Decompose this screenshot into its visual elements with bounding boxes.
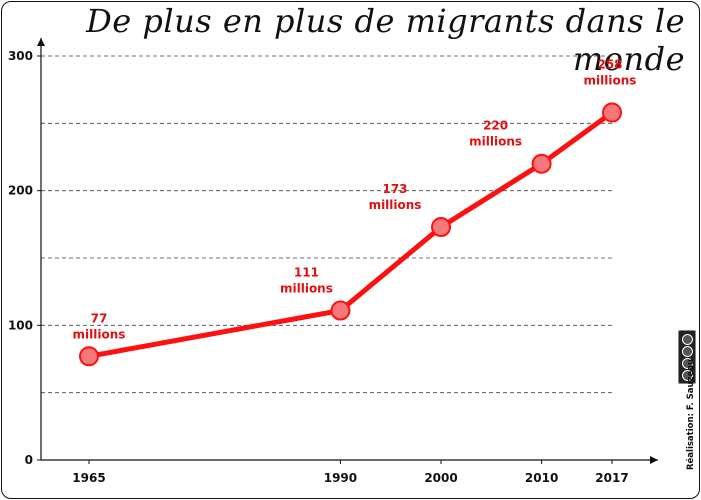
x-tick-label: 1965 xyxy=(72,471,105,485)
cc-icon xyxy=(682,334,693,345)
data-point xyxy=(531,153,552,174)
data-label-unit: millions xyxy=(280,282,333,296)
x-tick-label: 2010 xyxy=(525,471,558,485)
data-label-value: 220 xyxy=(483,119,508,133)
data-label-unit: millions xyxy=(469,135,522,149)
x-tick-label: 1990 xyxy=(324,471,357,485)
data-label-value: 111 xyxy=(294,266,319,280)
license-badge-icon xyxy=(678,330,696,384)
data-point xyxy=(602,102,622,123)
credit-text: Réalisation: F. Sauzeau xyxy=(686,358,696,470)
y-tick-label: 200 xyxy=(8,184,33,198)
data-point xyxy=(79,346,99,367)
x-tick-label: 2017 xyxy=(595,471,628,485)
data-label-unit: millions xyxy=(73,327,126,341)
data-label-unit: millions xyxy=(369,198,422,212)
x-axis-arrow-icon xyxy=(650,456,658,464)
series-line xyxy=(86,110,615,359)
data-label-value: 173 xyxy=(382,182,407,196)
by-icon xyxy=(682,346,693,357)
y-tick-label: 100 xyxy=(8,318,33,332)
y-axis-arrow-icon xyxy=(37,38,45,46)
sa-icon xyxy=(682,370,693,381)
data-label-unit: millions xyxy=(584,74,637,88)
x-tick-label: 2000 xyxy=(424,471,457,485)
y-tick-label: 0 xyxy=(25,453,33,467)
y-tick-label: 300 xyxy=(8,49,33,63)
chart-title: De plus en plus de migrants dans le mond… xyxy=(86,2,685,78)
data-label-value: 258 xyxy=(597,58,622,72)
data-point xyxy=(330,300,351,321)
data-point xyxy=(431,217,452,238)
data-label-value: 77 xyxy=(91,311,108,325)
nc-icon xyxy=(682,358,693,369)
